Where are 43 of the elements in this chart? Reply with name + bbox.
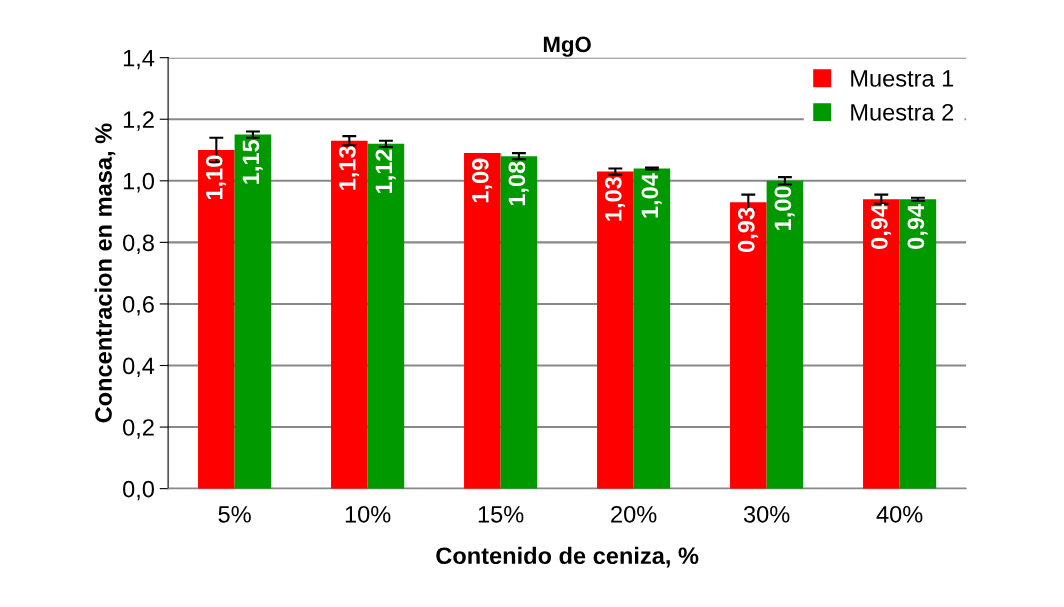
x-axis-title: Contenido de ceniza, % bbox=[436, 546, 699, 568]
bar bbox=[730, 202, 767, 489]
bar bbox=[597, 171, 634, 489]
bar bbox=[234, 134, 272, 489]
bar bbox=[766, 180, 804, 489]
x-tick-label: 15% bbox=[478, 506, 524, 523]
data-label: 0,94 bbox=[870, 204, 892, 249]
data-label: 1,13 bbox=[338, 146, 360, 190]
data-label: 1,08 bbox=[508, 161, 529, 206]
x-tick-label: 30% bbox=[743, 505, 790, 523]
y-tick-label: 0,6 bbox=[123, 296, 154, 316]
data-label: 1,04 bbox=[641, 173, 662, 218]
data-label: 1,00 bbox=[774, 186, 795, 230]
chart-title: MgO bbox=[543, 36, 591, 57]
y-tick-label: 0,0 bbox=[123, 480, 154, 501]
y-tick-label: 0,4 bbox=[123, 357, 155, 378]
bar bbox=[633, 168, 671, 489]
bar bbox=[331, 140, 368, 489]
bar bbox=[367, 143, 405, 489]
x-tick-label: 40% bbox=[876, 505, 923, 523]
x-tick-label: 5% bbox=[218, 506, 251, 523]
y-tick-label: 0,8 bbox=[123, 234, 154, 254]
y-tick-label: 1,2 bbox=[123, 111, 154, 131]
bar bbox=[500, 156, 538, 489]
bar bbox=[464, 153, 501, 489]
y-tick-label: 1,0 bbox=[123, 172, 154, 193]
legend-label: Muestra 1 bbox=[851, 70, 954, 87]
y-tick-label: 1,4 bbox=[123, 49, 155, 70]
y-tick-label: 0,2 bbox=[123, 419, 154, 439]
data-label: 0,94 bbox=[907, 204, 928, 249]
x-tick-label: 20% bbox=[611, 505, 657, 523]
data-label: 1,09 bbox=[471, 158, 493, 203]
y-axis-title: Concentracion en masa, % bbox=[94, 123, 116, 423]
bar bbox=[198, 150, 235, 489]
legend-label: Muestra 2 bbox=[851, 103, 954, 121]
data-label: 1,10 bbox=[205, 155, 227, 200]
data-label: 1,03 bbox=[604, 177, 626, 221]
bar bbox=[863, 199, 900, 489]
data-label: 1,12 bbox=[375, 149, 396, 193]
x-tick-label: 10% bbox=[345, 505, 391, 523]
bar bbox=[899, 199, 937, 489]
data-label: 0,93 bbox=[737, 207, 759, 252]
data-label: 1,15 bbox=[242, 139, 263, 184]
